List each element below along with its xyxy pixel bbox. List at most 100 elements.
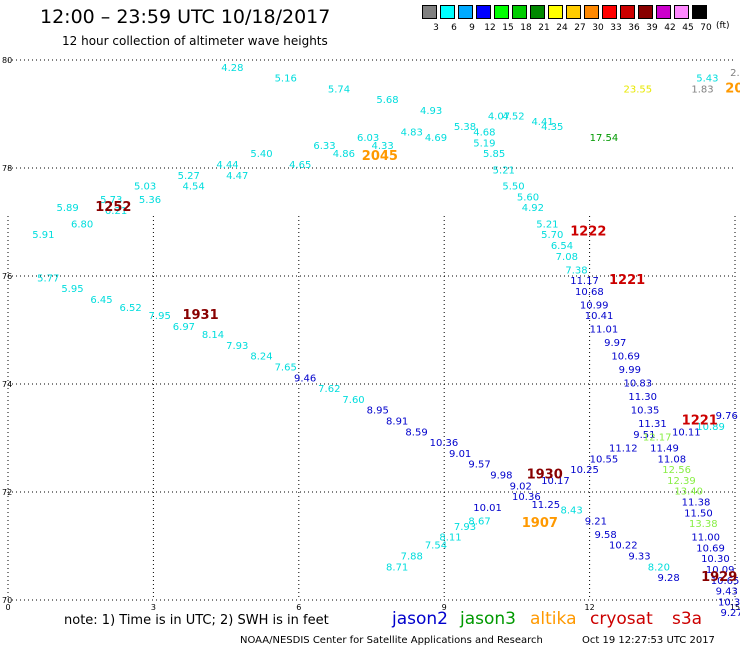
legend-label: 27 [574,23,586,33]
legend-swatch [620,5,635,19]
legend-label: 39 [646,23,658,33]
wave-height-value: 9.51 [633,430,655,441]
wave-height-value: 10.11 [672,427,701,438]
wave-height-value: 9.02 [510,481,532,492]
wave-height-value: 7.38 [565,265,587,276]
wave-height-value: 9.28 [657,573,679,584]
wave-height-value: 5.89 [56,203,78,214]
footnote: note: 1) Time is in UTC; 2) SWH is in fe… [64,613,329,628]
legend-label: 30 [592,23,604,33]
lon-tick-label: 12 [585,603,595,612]
satellite-label-altika: altika [530,609,577,629]
wave-height-value: 5.27 [178,171,200,182]
wave-height-value: 11.31 [638,419,667,430]
wave-height-value: 6.33 [313,141,335,152]
wave-height-value: 5.77 [37,273,59,284]
lon-tick-label: 0 [5,603,10,612]
map-title: 12:00 – 23:59 UTC 10/18/2017 [40,6,331,28]
wave-height-value: 9.21 [585,516,607,527]
wave-height-value: 10.01 [473,503,502,514]
legend-swatch [422,5,437,19]
wave-height-value: 4.47 [226,171,248,182]
legend-label: 18 [520,23,532,33]
wave-height-value: 11.38 [682,498,711,509]
wave-height-value: 5.36 [139,195,161,206]
wave-height-value: 5.43 [696,74,718,85]
pass-time-label: 2044 [725,81,740,96]
wave-height-value: 10.35 [631,406,660,417]
wave-height-value: 5.73 [100,195,122,206]
map-subtitle: 12 hour collection of altimeter wave hei… [62,34,328,48]
wave-height-value: 11.25 [531,500,560,511]
wave-height-value: 7.93 [226,341,248,352]
legend-label: 15 [502,23,514,33]
wave-height-value: 5.38 [454,122,476,133]
wave-height-value: 10.69 [696,543,725,554]
lat-tick-label: 72 [2,488,12,497]
footer-timestamp: Oct 19 12:27:53 UTC 2017 [582,635,715,646]
wave-height-value: 10.22 [609,541,638,552]
wave-height-value: 4.28 [221,63,243,74]
wave-height-value: 7.54 [425,541,447,552]
wave-height-value: 7.88 [401,552,423,563]
pass-time-label: 1252 [95,200,131,215]
legend-swatch [584,5,599,19]
wave-height-value: 23.55 [624,84,653,95]
wave-height-value: 4.69 [425,133,447,144]
wave-height-value: 6.80 [71,219,93,230]
legend-label: 21 [538,23,550,33]
pass-time-label: 1221 [682,414,718,429]
wave-height-value: 5.40 [250,149,272,160]
pass-time-label: 1222 [570,225,606,240]
wave-height-value: 4.65 [289,160,311,171]
wave-height-value: 6.45 [90,295,112,306]
wave-height-value: 4.68 [473,128,495,139]
legend-label: 3 [433,23,439,33]
legend-unit: (ft) [716,21,730,31]
wave-height-value: 9.99 [619,365,641,376]
wave-height-value: 13.38 [689,519,718,530]
legend-swatch [656,5,671,19]
wave-height-value: 5.68 [376,95,398,106]
pass-time-label: 1931 [182,308,218,323]
wave-height-value: 7.62 [318,384,340,395]
wave-height-value: 8.24 [250,352,272,363]
legend-swatch [494,5,509,19]
wave-height-value: 6.54 [551,241,573,252]
wave-height-value: 5.85 [483,149,505,160]
wave-height-value: 11.50 [684,508,713,519]
wave-height-value: 10.25 [570,465,599,476]
wave-height-value: 5.03 [134,182,156,193]
wave-height-value: 7.60 [342,395,364,406]
satellite-label-cryosat: cryosat [590,609,653,629]
satellite-label-s3a: s3a [672,609,703,629]
legend-label: 36 [628,23,640,33]
pass-time-label: 1930 [527,468,563,483]
legend-swatch [692,5,707,19]
wave-height-value: 10.83 [624,379,653,390]
legend-swatch [566,5,581,19]
wave-height-value: 9.98 [490,471,512,482]
wave-height-value: 8.14 [202,330,224,341]
pass-time-label: 2045 [362,149,398,164]
wave-height-value: 8.43 [561,506,583,517]
lon-tick-label: 9 [442,603,447,612]
wave-height-value: 4.35 [541,122,563,133]
legend-swatch [440,5,455,19]
wave-height-value: 12.56 [662,465,691,476]
wave-height-value: 10.99 [580,300,609,311]
wave-height-value: 10.41 [585,311,614,322]
wave-height-value: 5.70 [541,230,563,241]
wave-height-value: 10.30 [701,554,730,565]
wave-height-value: 9.27 [720,608,740,619]
legend-swatch [602,5,617,19]
pass-time-label: 1221 [609,273,645,288]
wave-height-value: 10.37 [718,597,740,608]
wave-height-value: 8.95 [367,406,389,417]
legend-label: 6 [451,23,457,33]
wave-height-value: 12.39 [667,476,696,487]
wave-height-value: 5.16 [275,74,297,85]
wave-height-value: 5.60 [517,192,539,203]
wave-height-value: 8.59 [405,427,427,438]
